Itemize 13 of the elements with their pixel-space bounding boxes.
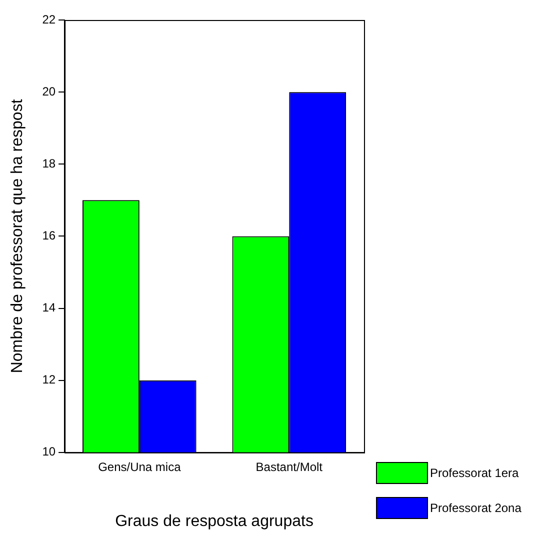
y-tick-label: 16 xyxy=(42,228,56,243)
y-tick-label: 10 xyxy=(42,444,56,459)
legend-label: Professorat 1era xyxy=(430,466,519,480)
x-tick-label: Gens/Una mica xyxy=(98,460,182,474)
y-tick-label: 20 xyxy=(42,84,56,98)
x-tick-label: Bastant/Molt xyxy=(256,460,324,474)
y-tick-label: 22 xyxy=(42,12,56,26)
x-axis-title: Graus de resposta agrupats xyxy=(115,512,314,530)
y-tick-label: 18 xyxy=(42,156,56,170)
y-tick-label: 14 xyxy=(42,300,56,315)
legend-label: Professorat 2ona xyxy=(430,501,522,515)
y-tick-label: 12 xyxy=(42,372,56,387)
y-axis-title: Nombre de professorat que ha respost xyxy=(9,98,26,374)
